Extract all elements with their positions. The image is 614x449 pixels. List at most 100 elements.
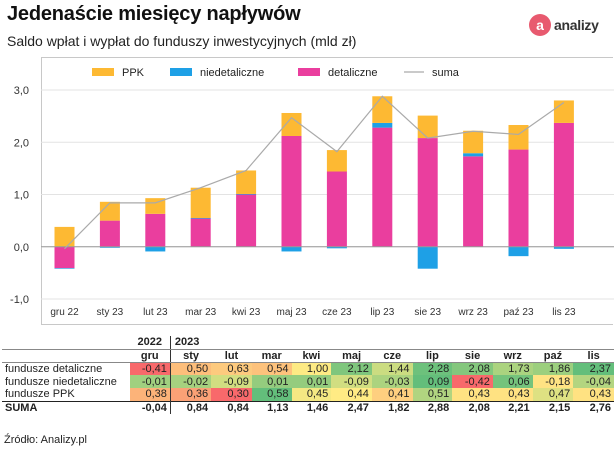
bar-ppk <box>145 198 166 214</box>
sum-cell: 2,08 <box>452 400 493 414</box>
line-suma <box>64 95 565 250</box>
table-cell: 1,73 <box>492 362 533 375</box>
month-header: sie <box>452 349 493 363</box>
table-cell: 0,43 <box>492 388 533 401</box>
table-sum-row: SUMA -0,04 0,84 0,84 1,13 1,46 2,47 1,82 2,88 2,0… <box>2 400 614 414</box>
bar-detaliczne <box>508 149 529 247</box>
bar-niedetaliczne <box>508 246 529 257</box>
bar-detaliczne <box>145 213 166 247</box>
bar-niedetaliczne <box>326 246 347 249</box>
table-cell: 0,51 <box>412 388 453 401</box>
chart-title: Jedenaście miesięcy napływów <box>7 3 301 25</box>
x-tick-label: lis 23 <box>552 307 576 318</box>
x-tick-label: mar 23 <box>185 307 217 318</box>
table-cell: 1,86 <box>532 362 574 375</box>
month-header: sty <box>170 349 212 363</box>
bar-ppk <box>372 96 393 123</box>
table-cell: 0,58 <box>251 388 292 401</box>
y-tick-label: 1,0 <box>14 190 29 202</box>
table-row: fundusze PPK 0,38 0,36 0,30 0,58 0,45 0,44 0,41… <box>2 388 614 401</box>
bar-niedetaliczne <box>281 246 302 252</box>
sum-cell: 0,84 <box>211 400 252 414</box>
sum-cell: 2,15 <box>532 400 574 414</box>
table-cell: 2,28 <box>412 362 453 375</box>
table-cell: 0,47 <box>532 388 574 401</box>
y-tick-label: 2,0 <box>14 137 29 149</box>
bar-niedetaliczne <box>145 246 166 252</box>
bar-ppk <box>190 187 211 219</box>
stacked-bar-chart: -1,0 0,0 1,0 2,0 3,0 gru 22 sty 23 lut 23 mar 23… <box>10 67 614 318</box>
month-header: lis <box>573 349 614 363</box>
month-header: cze <box>371 349 413 363</box>
bar-niedetaliczne <box>372 122 393 128</box>
chart-subtitle: Saldo wpłat i wypłat do funduszy inwesty… <box>7 33 357 49</box>
sum-cell: 1,82 <box>371 400 413 414</box>
table-row: fundusze niedetaliczne -0,01 -0,02 -0,09 0,0… <box>2 375 614 388</box>
sum-cell: 1,13 <box>251 400 292 414</box>
month-header: lut <box>211 349 252 363</box>
table-cell: 2,08 <box>452 362 493 375</box>
row-label: fundusze detaliczne <box>5 362 103 375</box>
row-label: fundusze niedetaliczne <box>5 375 117 388</box>
table-corner-cell <box>2 349 130 363</box>
table-cell: -0,01 <box>129 375 171 388</box>
chart-frame <box>41 57 613 325</box>
x-tick-label: lip 23 <box>370 307 394 318</box>
table-cell: 0,38 <box>129 388 171 401</box>
table-cell: 2,37 <box>573 362 614 375</box>
table-cell: -0,02 <box>170 375 212 388</box>
table-cell: 0,30 <box>211 388 252 401</box>
x-tick-label: gru 22 <box>50 307 79 318</box>
month-header: kwi <box>291 349 332 363</box>
bar-detaliczne <box>463 156 484 247</box>
analizy-logo-text: analizy <box>554 17 599 33</box>
month-header: wrz <box>492 349 533 363</box>
bar-ppk <box>417 115 438 139</box>
table-cell: 1,00 <box>291 362 332 375</box>
x-tick-label: wrz 23 <box>457 307 488 318</box>
bar-ppk <box>54 226 75 247</box>
x-tick-label: cze 23 <box>322 307 352 318</box>
bar-detaliczne <box>553 122 574 247</box>
bar-niedetaliczne <box>99 246 120 248</box>
table-year-row: 2022 2023 <box>2 336 614 350</box>
y-tick-label: 3,0 <box>14 85 29 97</box>
table-cell: 0,01 <box>291 375 332 388</box>
bar-niedetaliczne <box>463 153 484 157</box>
bar-detaliczne <box>281 135 302 247</box>
table-cell: 0,43 <box>573 388 614 401</box>
month-header: lip <box>412 349 453 363</box>
legend-swatch-ppk <box>92 68 114 76</box>
table-corner-cell <box>2 336 130 350</box>
bar-niedetaliczne <box>417 246 438 269</box>
table-cell: -0,41 <box>129 362 171 375</box>
analizy-logo-icon: a <box>529 14 551 36</box>
bar-niedetaliczne <box>190 218 211 219</box>
bar-ppk <box>326 150 347 172</box>
sum-cell: 2,88 <box>412 400 453 414</box>
bar-ppk <box>553 100 574 123</box>
month-header: mar <box>251 349 292 363</box>
bar-ppk <box>99 201 120 221</box>
table-cell: -0,09 <box>211 375 252 388</box>
table-cell: 0,41 <box>371 388 413 401</box>
bar-detaliczne <box>99 220 120 247</box>
analizy-logo: a analizy <box>529 14 599 36</box>
x-tick-label: maj 23 <box>276 307 306 318</box>
table-cell: 2,12 <box>331 362 372 375</box>
x-tick-label: kwi 23 <box>232 307 261 318</box>
table-cell: 0,36 <box>170 388 212 401</box>
bar-detaliczne <box>326 171 347 247</box>
y-tick-label: 0,0 <box>14 242 29 254</box>
bar-ppk <box>236 170 257 194</box>
table-cell: -0,42 <box>452 375 493 388</box>
table-month-row: gru sty lut mar kwi maj cze lip sie wrz paź lis <box>2 349 614 363</box>
table-cell: 0,09 <box>412 375 453 388</box>
table-cell: 0,45 <box>291 388 332 401</box>
table-cell: -0,04 <box>573 375 614 388</box>
table-cell: -0,18 <box>532 375 574 388</box>
table-cell: 0,50 <box>170 362 212 375</box>
bar-niedetaliczne <box>236 193 257 195</box>
table-cell: 0,43 <box>452 388 493 401</box>
table-cell: 1,44 <box>371 362 413 375</box>
